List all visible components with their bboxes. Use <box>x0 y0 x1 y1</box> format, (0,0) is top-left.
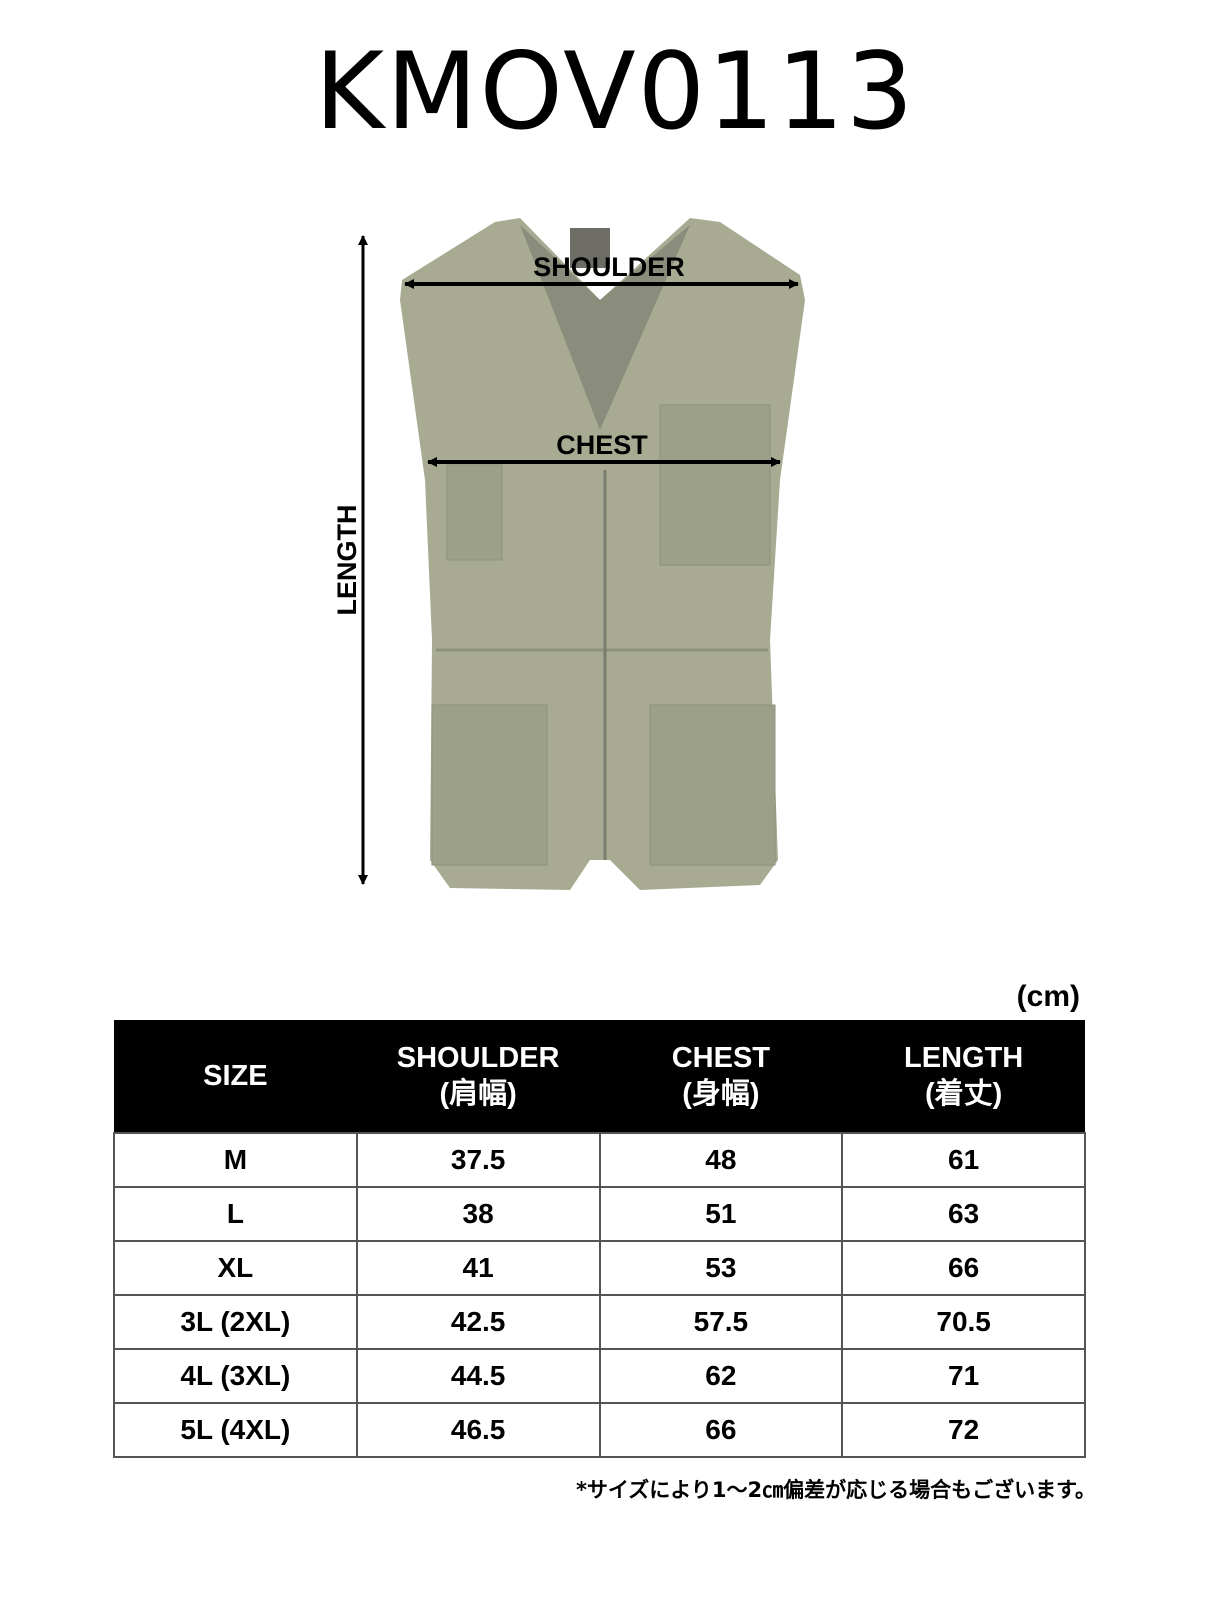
table-row: M 37.5 48 61 <box>113 1132 1086 1188</box>
cell-size: 4L (3XL) <box>113 1348 358 1404</box>
cell-chest: 62 <box>598 1348 844 1404</box>
table-header-row: SIZE SHOULDER (肩幅) CHEST (身幅) LENGTH (着丈) <box>114 1020 1085 1133</box>
header-size: SIZE <box>114 1020 357 1133</box>
cell-shoulder: 41 <box>355 1240 601 1296</box>
header-shoulder: SHOULDER (肩幅) <box>356 1020 600 1133</box>
header-length: LENGTH (着丈) <box>842 1020 1085 1133</box>
size-deviation-note: *サイズにより1～2㎝偏差が応じる場合もございます。 <box>575 1478 1096 1502</box>
cell-chest: 48 <box>598 1132 844 1188</box>
cell-length: 63 <box>841 1186 1086 1242</box>
product-code-title: KMOV0113 <box>314 30 916 153</box>
cell-length: 71 <box>841 1348 1086 1404</box>
length-label: LENGTH <box>332 505 362 616</box>
cell-length: 61 <box>841 1132 1086 1188</box>
cell-chest: 66 <box>598 1402 844 1458</box>
cell-length: 66 <box>841 1240 1086 1296</box>
table-row: 3L (2XL) 42.5 57.5 70.5 <box>113 1294 1086 1350</box>
table-row: 4L (3XL) 44.5 62 71 <box>113 1348 1086 1404</box>
cell-chest: 57.5 <box>598 1294 844 1350</box>
cell-length: 70.5 <box>841 1294 1086 1350</box>
cell-shoulder: 37.5 <box>355 1132 601 1188</box>
cell-shoulder: 42.5 <box>355 1294 601 1350</box>
header-label: LENGTH <box>904 1042 1024 1074</box>
cell-size: 5L (4XL) <box>113 1402 358 1458</box>
cell-shoulder: 44.5 <box>355 1348 601 1404</box>
table-row: XL 41 53 66 <box>113 1240 1086 1296</box>
chest-label: CHEST <box>556 430 648 460</box>
cell-size: XL <box>113 1240 358 1296</box>
header-chest: CHEST (身幅) <box>599 1020 843 1133</box>
cell-length: 72 <box>841 1402 1086 1458</box>
shoulder-label: SHOULDER <box>533 252 685 282</box>
cell-chest: 51 <box>598 1186 844 1242</box>
header-label: CHEST <box>671 1042 771 1074</box>
cell-size: M <box>113 1132 358 1188</box>
header-sub: (身幅) <box>682 1078 760 1110</box>
vest-image <box>400 218 805 890</box>
header-label: SHOULDER <box>396 1042 560 1074</box>
cell-shoulder: 38 <box>355 1186 601 1242</box>
cell-shoulder: 46.5 <box>355 1402 601 1458</box>
table-row: L 38 51 63 <box>113 1186 1086 1242</box>
vest-measurement-diagram: SHOULDER CHEST LENGTH <box>332 218 805 890</box>
size-table: SIZE SHOULDER (肩幅) CHEST (身幅) LENGTH (着丈) M… <box>113 1020 1086 1458</box>
unit-label: (cm) <box>1016 980 1080 1013</box>
header-sub: (肩幅) <box>439 1078 517 1110</box>
cell-size: L <box>113 1186 358 1242</box>
cell-size: 3L (2XL) <box>113 1294 358 1350</box>
header-sub: (着丈) <box>924 1078 1003 1110</box>
table-row: 5L (4XL) 46.5 66 72 <box>113 1402 1086 1458</box>
header-label: SIZE <box>203 1060 268 1092</box>
cell-chest: 53 <box>598 1240 844 1296</box>
